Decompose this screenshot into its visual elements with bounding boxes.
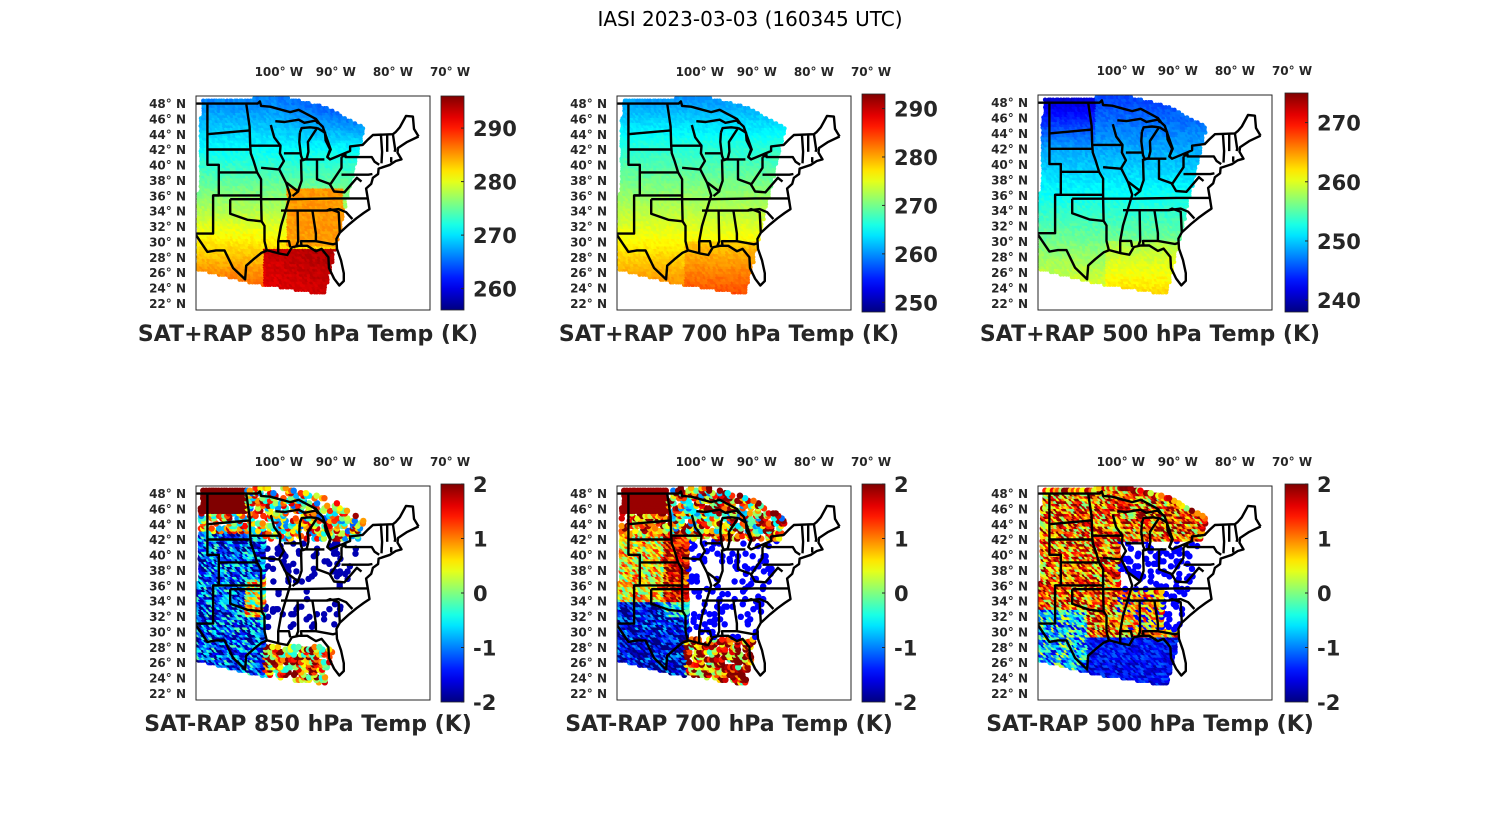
- y-tick-label: 22° N: [149, 297, 186, 311]
- x-tick-label: 90° W: [316, 65, 356, 79]
- y-tick-label: 40° N: [149, 159, 186, 173]
- data-point: [324, 106, 329, 111]
- x-tick-label: 100° W: [255, 65, 303, 79]
- data-point: [285, 96, 291, 101]
- data-point: [330, 108, 335, 114]
- colorbar-tick-label: 270: [473, 224, 517, 248]
- colorbar: [440, 95, 465, 311]
- x-tick-label: 70° W: [430, 65, 470, 79]
- panel-top-middle: 100° W 90° W 80° W 70° W48° N46° N44° N42° …: [559, 65, 938, 347]
- y-tick-label: 42° N: [149, 143, 186, 157]
- colorbar-tick-label: 260: [473, 278, 517, 302]
- panel-top-left: 100° W 90° W 80° W 70° W 48° N46° N 44° N42° …: [138, 65, 517, 347]
- y-tick-label: 34° N: [149, 205, 186, 219]
- data-point: [317, 103, 322, 108]
- data-points: [196, 96, 366, 295]
- figure-title: IASI 2023-03-03 (160345 UTC): [0, 7, 1500, 31]
- y-tick-label: 36° N: [149, 189, 186, 203]
- y-tick-label: 46° N: [149, 112, 186, 126]
- colorbar-tick-label: 280: [473, 171, 517, 195]
- boundary-line: [260, 166, 279, 171]
- y-tick-label: 30° N: [149, 236, 186, 250]
- y-tick-label: 32° N: [149, 220, 186, 234]
- data-point: [352, 121, 358, 126]
- boundary-line: [341, 172, 373, 176]
- colorbar-tick-label: 290: [473, 117, 517, 141]
- y-tick-label: 44° N: [149, 128, 186, 142]
- data-point: [358, 123, 363, 129]
- data-point: [348, 118, 353, 124]
- y-tick-label: 48° N: [149, 97, 186, 111]
- data-point: [335, 111, 340, 116]
- data-point: [306, 101, 311, 106]
- y-tick-label: 38° N: [149, 174, 186, 188]
- y-tick-label: 26° N: [149, 266, 186, 280]
- data-point: [342, 116, 347, 121]
- y-tick-label: 24° N: [149, 282, 186, 296]
- boundary-line: [379, 134, 384, 164]
- x-tick-label: 80° W: [373, 65, 413, 79]
- data-point: [296, 98, 301, 103]
- boundary-line: [391, 134, 397, 153]
- y-tick-label: 28° N: [149, 251, 186, 265]
- boundary-line: [230, 197, 368, 201]
- panel-title: SAT+RAP 850 hPa Temp (K): [138, 322, 478, 347]
